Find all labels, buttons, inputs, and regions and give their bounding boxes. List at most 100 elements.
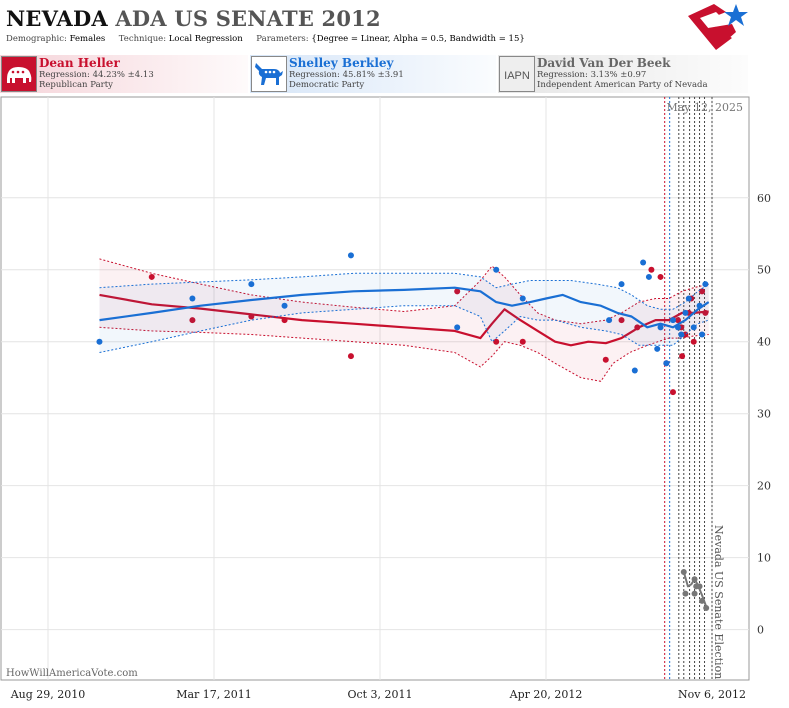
confidence-band bbox=[99, 273, 709, 353]
demographic-value: Females bbox=[69, 34, 106, 44]
poll-point bbox=[602, 356, 609, 363]
poll-point bbox=[189, 317, 196, 324]
candidate-regression: Regression: 45.81% ±3.91 bbox=[289, 70, 404, 80]
x-tick-label: Oct 3, 2011 bbox=[347, 688, 412, 701]
header: NEVADA ADA US SENATE 2012 Demographic: F… bbox=[0, 0, 789, 52]
y-tick-label: 10 bbox=[757, 552, 771, 565]
poll-point bbox=[703, 605, 710, 612]
candidate-name: Shelley Berkley bbox=[289, 56, 394, 70]
band-lower-line bbox=[99, 326, 709, 382]
poll-point bbox=[347, 252, 354, 259]
poll-point bbox=[189, 295, 196, 302]
candidate-name: David Van Der Beek bbox=[537, 56, 671, 70]
donkey-icon bbox=[251, 56, 287, 92]
series-dem bbox=[96, 252, 710, 374]
technique-label: Technique: bbox=[118, 34, 167, 44]
candidate-regression: Regression: 3.13% ±0.97 bbox=[537, 70, 647, 80]
regression-line bbox=[99, 286, 710, 329]
x-tick-label: Nov 6, 2012 bbox=[678, 688, 746, 701]
poll-point bbox=[679, 353, 686, 360]
confidence-band bbox=[99, 258, 709, 382]
parameters-value: {Degree = Linear, Alpha = 0.5, Bandwidth… bbox=[311, 34, 525, 44]
title-state: NEVADA bbox=[6, 6, 108, 31]
poll-point bbox=[654, 345, 661, 352]
x-tick-label: Mar 17, 2011 bbox=[176, 688, 252, 701]
candidate-party: Republican Party bbox=[39, 80, 113, 90]
poll-point bbox=[493, 338, 500, 345]
poll-point bbox=[618, 281, 625, 288]
poll-point bbox=[674, 317, 681, 324]
poll-point bbox=[454, 324, 461, 331]
poll-point bbox=[696, 583, 703, 590]
iapn-icon-text: IAPN bbox=[504, 70, 530, 82]
poll-point bbox=[702, 281, 709, 288]
x-tick-label: Apr 20, 2012 bbox=[509, 688, 583, 701]
poll-point bbox=[248, 313, 255, 320]
watermark: HowWillAmericaVote.com bbox=[6, 668, 138, 679]
poll-point bbox=[645, 273, 652, 280]
poll-point bbox=[702, 309, 709, 316]
iapn-icon: IAPN bbox=[499, 56, 535, 92]
star-logo-icon[interactable] bbox=[686, 2, 750, 52]
candidate-party: Democratic Party bbox=[289, 80, 365, 90]
poll-point bbox=[699, 288, 706, 295]
candidate-name: Dean Heller bbox=[39, 56, 120, 70]
poll-point bbox=[281, 302, 288, 309]
y-tick-label: 60 bbox=[757, 192, 771, 205]
poll-point bbox=[148, 273, 155, 280]
candidate-iapn[interactable]: IAPN David Van Der Beek Regression: 3.13… bbox=[498, 55, 748, 93]
candidate-regression: Regression: 44.23% ±4.13 bbox=[39, 70, 154, 80]
poll-point bbox=[657, 324, 664, 331]
poll-point bbox=[631, 367, 638, 374]
poll-point bbox=[640, 259, 647, 266]
poll-point bbox=[648, 266, 655, 273]
candidate-legend: Dean Heller Regression: 44.23% ±4.13 Rep… bbox=[0, 55, 789, 93]
poll-point bbox=[699, 597, 706, 604]
band-upper-line bbox=[99, 272, 709, 310]
poll-point bbox=[618, 317, 625, 324]
poll-point bbox=[519, 338, 526, 345]
poll-point bbox=[690, 324, 697, 331]
y-tick-label: 0 bbox=[757, 624, 764, 637]
poll-point bbox=[493, 266, 500, 273]
x-tick-label: Aug 29, 2010 bbox=[10, 688, 86, 701]
technique-value: Local Regression bbox=[168, 34, 243, 44]
candidate-dem[interactable]: Shelley Berkley Regression: 45.81% ±3.91… bbox=[250, 55, 496, 93]
poll-point bbox=[691, 576, 698, 583]
poll-point bbox=[454, 288, 461, 295]
poll-point bbox=[678, 331, 685, 338]
subtitle: Demographic: Females Technique: Local Re… bbox=[6, 34, 525, 44]
poll-point bbox=[634, 324, 641, 331]
poll-chart: 0 10 20 30 40 50 60 Aug 29, 2010 Mar 17, 2011 Oct… bbox=[0, 96, 771, 701]
poll-point bbox=[96, 338, 103, 345]
date-label: May 12, 2025 bbox=[666, 101, 743, 114]
poll-point bbox=[699, 331, 706, 338]
poll-point bbox=[519, 295, 526, 302]
poll-point bbox=[674, 324, 681, 331]
poll-point bbox=[248, 281, 255, 288]
poll-point bbox=[669, 389, 676, 396]
series-iapn bbox=[680, 569, 710, 612]
election-label: Nevada US Senate Election bbox=[712, 525, 725, 679]
y-tick-label: 50 bbox=[757, 264, 771, 277]
candidate-rep[interactable]: Dean Heller Regression: 44.23% ±4.13 Rep… bbox=[0, 55, 248, 93]
elephant-icon bbox=[1, 56, 37, 92]
band-upper-line bbox=[99, 258, 709, 325]
demographic-label: Demographic: bbox=[6, 34, 67, 44]
regression-line bbox=[99, 293, 709, 347]
poll-point bbox=[691, 590, 698, 597]
poll-point bbox=[690, 338, 697, 345]
plot-frame bbox=[0, 96, 750, 681]
poll-point bbox=[682, 309, 689, 316]
y-tick-label: 20 bbox=[757, 480, 771, 493]
poll-point bbox=[682, 590, 689, 597]
poll-point bbox=[680, 569, 687, 576]
poll-point bbox=[657, 273, 664, 280]
parameters-label: Parameters: bbox=[256, 34, 309, 44]
poll-point bbox=[669, 317, 676, 324]
poll-point bbox=[606, 317, 613, 324]
chart-area: 0 10 20 30 40 50 60 Aug 29, 2010 Mar 17, 2011 Oct… bbox=[0, 95, 789, 708]
title-rest: ADA US SENATE 2012 bbox=[115, 6, 381, 31]
page-title: NEVADA ADA US SENATE 2012 bbox=[6, 6, 381, 31]
band-lower-line bbox=[99, 305, 709, 353]
